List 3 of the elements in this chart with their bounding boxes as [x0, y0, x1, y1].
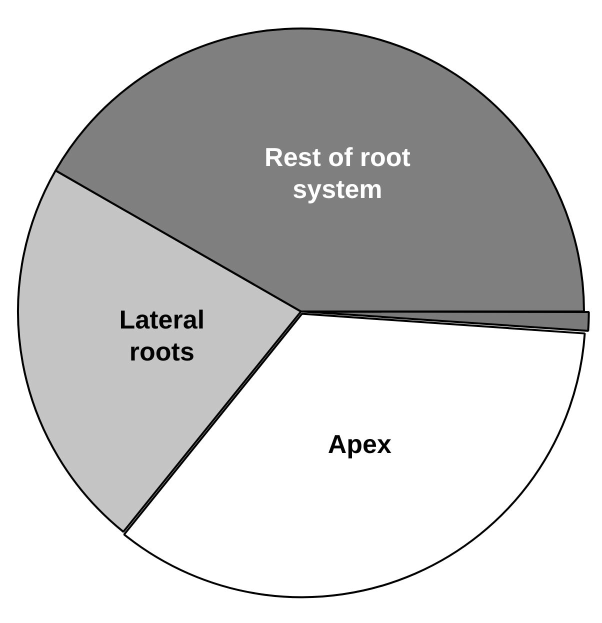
- slice-label: Lateral roots: [119, 304, 205, 367]
- slice-label: Apex: [328, 428, 392, 459]
- slice-label: Rest of root system: [264, 142, 411, 204]
